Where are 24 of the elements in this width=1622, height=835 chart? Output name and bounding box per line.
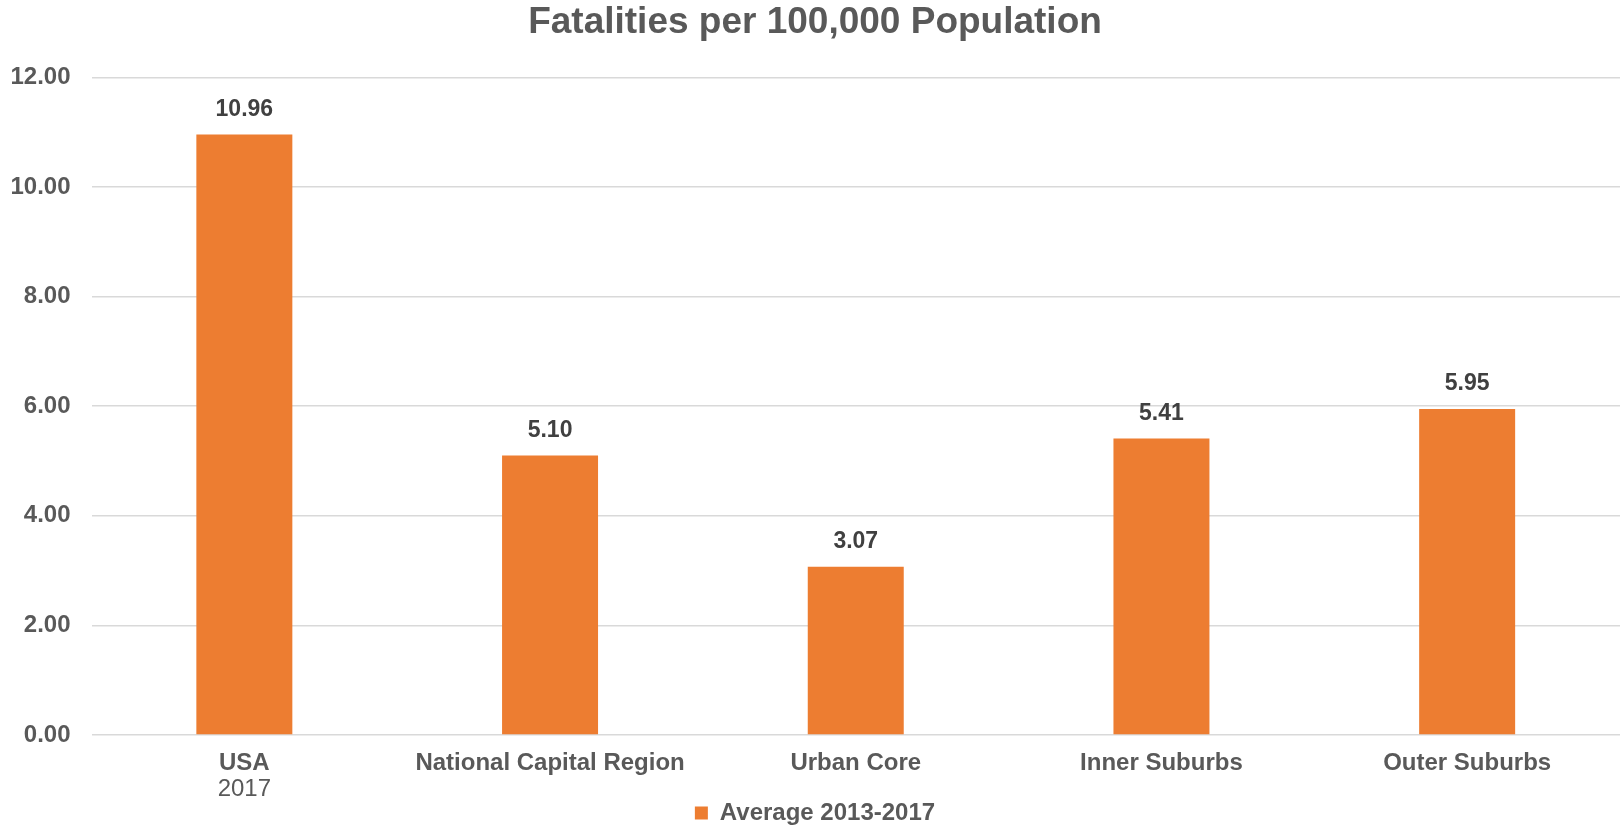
bar: [502, 455, 599, 735]
x-tick-label: Urban Core: [790, 747, 922, 775]
bar: [1419, 408, 1516, 735]
y-tick-label: 0.00: [23, 719, 71, 747]
legend-label: Average 2013-2017: [719, 797, 936, 825]
x-tick-label: USA 2017: [217, 747, 272, 801]
data-label: 10.96: [215, 94, 274, 121]
data-label: 5.10: [527, 415, 573, 442]
data-label: 5.95: [1444, 369, 1490, 396]
x-tick-label: Outer Suburbs: [1383, 747, 1552, 775]
chart-title: Fatalities per 100,000 Population: [528, 0, 1102, 42]
y-tick-label: 2.00: [23, 610, 71, 638]
data-label: 3.07: [833, 527, 879, 554]
x-tick-label: Inner Suburbs: [1080, 747, 1243, 775]
y-tick-label: 8.00: [23, 281, 71, 309]
data-label: 5.41: [1139, 398, 1185, 425]
bar: [1113, 438, 1210, 735]
y-tick-label: 6.00: [23, 390, 71, 418]
y-tick-label: 4.00: [23, 500, 71, 528]
x-tick-label: National Capital Region: [415, 747, 685, 775]
bar: [196, 134, 293, 735]
y-tick-label: 12.00: [10, 62, 71, 90]
y-tick-label: 10.00: [10, 171, 71, 199]
bar: [807, 566, 904, 735]
